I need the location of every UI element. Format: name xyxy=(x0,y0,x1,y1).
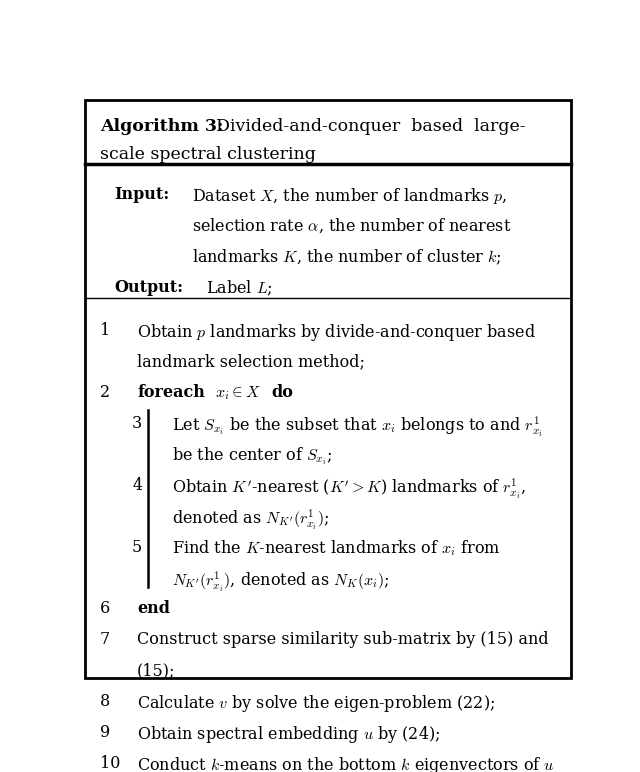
Text: 4: 4 xyxy=(132,477,142,494)
Text: 9: 9 xyxy=(100,724,110,741)
Text: Input:: Input: xyxy=(115,186,170,203)
Text: Obtain $p$ landmarks by divide-and-conquer based: Obtain $p$ landmarks by divide-and-conqu… xyxy=(137,322,536,344)
Text: 5: 5 xyxy=(132,539,142,556)
Text: Find the $K$-nearest landmarks of $x_i$ from: Find the $K$-nearest landmarks of $x_i$ … xyxy=(172,539,500,558)
Text: (15);: (15); xyxy=(137,662,175,679)
FancyBboxPatch shape xyxy=(85,100,571,678)
Text: landmark selection method;: landmark selection method; xyxy=(137,353,365,370)
Text: Obtain spectral embedding $u$ by (24);: Obtain spectral embedding $u$ by (24); xyxy=(137,724,440,745)
Text: Divided-and-conquer  based  large-: Divided-and-conquer based large- xyxy=(216,117,526,134)
Text: do: do xyxy=(271,384,293,401)
Text: Let $S_{x_i}$ be the subset that $x_i$ belongs to and $r^1_{x_i}$: Let $S_{x_i}$ be the subset that $x_i$ b… xyxy=(172,415,543,439)
Text: 1: 1 xyxy=(100,322,110,339)
Text: 7: 7 xyxy=(100,631,110,648)
Text: be the center of $S_{x_i}$;: be the center of $S_{x_i}$; xyxy=(172,446,332,468)
Text: 2: 2 xyxy=(100,384,110,401)
Text: 3: 3 xyxy=(132,415,142,432)
Text: Dataset $X$, the number of landmarks $p$,: Dataset $X$, the number of landmarks $p$… xyxy=(191,186,507,206)
Text: Algorithm 3:: Algorithm 3: xyxy=(100,117,223,134)
Text: $x_i \in X$: $x_i \in X$ xyxy=(215,384,260,401)
Text: denoted as $N_{K'}(r^1_{x_i})$;: denoted as $N_{K'}(r^1_{x_i})$; xyxy=(172,508,329,532)
Text: Conduct $k$-means on the bottom $k$ eigenvectors of $u$: Conduct $k$-means on the bottom $k$ eige… xyxy=(137,755,555,772)
Text: 10: 10 xyxy=(100,755,120,772)
Text: Output:: Output: xyxy=(115,279,184,296)
Text: $N_{K'}(r^1_{x_i})$, denoted as $N_K(x_i)$;: $N_{K'}(r^1_{x_i})$, denoted as $N_K(x_i… xyxy=(172,570,389,594)
Text: landmarks $K$, the number of cluster $k$;: landmarks $K$, the number of cluster $k$… xyxy=(191,248,502,267)
Text: 6: 6 xyxy=(100,601,110,618)
Text: Construct sparse similarity sub-matrix by (15) and: Construct sparse similarity sub-matrix b… xyxy=(137,631,548,648)
Text: Label $L$;: Label $L$; xyxy=(207,279,273,298)
Text: end: end xyxy=(137,601,170,618)
Text: selection rate $\alpha$, the number of nearest: selection rate $\alpha$, the number of n… xyxy=(191,217,511,235)
Text: foreach: foreach xyxy=(137,384,205,401)
Text: Calculate $v$ by solve the eigen-problem (22);: Calculate $v$ by solve the eigen-problem… xyxy=(137,693,495,714)
Text: scale spectral clustering: scale spectral clustering xyxy=(100,146,316,163)
Text: 8: 8 xyxy=(100,693,110,710)
Text: Obtain $K'$-nearest ($K' > K$) landmarks of $r^1_{x_i}$,: Obtain $K'$-nearest ($K' > K$) landmarks… xyxy=(172,477,526,501)
